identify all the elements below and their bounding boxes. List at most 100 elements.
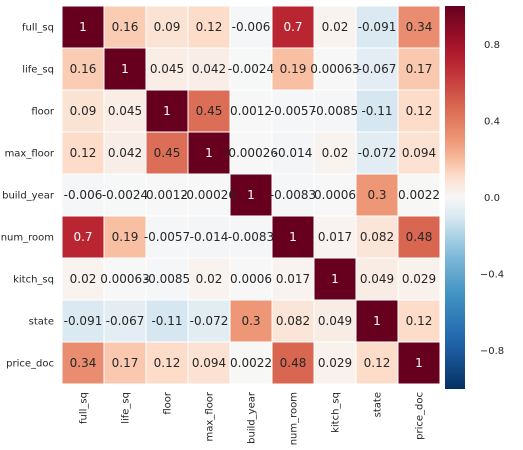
- cell-num_room-state: [355, 215, 399, 259]
- cell-price_doc-floor: [145, 341, 189, 385]
- cell-annotation: 0.09: [70, 104, 97, 118]
- cell-annotation: 0.0012: [230, 104, 272, 118]
- cell-annotation: 0.0022: [230, 356, 272, 370]
- cell-build_year-num_room: [271, 173, 315, 217]
- cell-annotation: 0.042: [108, 146, 142, 160]
- cell-annotation: 0.16: [112, 20, 139, 34]
- cell-annotation: 1: [373, 314, 381, 328]
- cell-state-build_year: [229, 299, 273, 343]
- cell-annotation: 0.00063: [100, 272, 150, 286]
- cell-annotation: -0.00026: [182, 188, 236, 202]
- cell-annotation: 1: [205, 146, 213, 160]
- cell-annotation: -0.067: [106, 314, 145, 328]
- cell-num_room-life_sq: [103, 215, 147, 259]
- x-axis-ticks: full_sq life_sq floor max_floor build_year nu…: [79, 391, 426, 445]
- cell-annotation: 0.082: [360, 230, 394, 244]
- cell-annotation: -0.0083: [228, 230, 274, 244]
- y-tick-label-floor: floor: [31, 107, 55, 118]
- cell-floor-price_doc: [397, 89, 441, 133]
- cell-life_sq-kitch_sq: [313, 47, 357, 91]
- cell-annotation: 0.02: [70, 272, 97, 286]
- x-tick-label-full_sq: full_sq: [79, 392, 90, 424]
- heatmap-cells: [61, 5, 441, 385]
- cell-annotation: 0.45: [154, 146, 181, 160]
- cell-kitch_sq-life_sq: [103, 257, 147, 301]
- cell-annotation: 0.029: [318, 356, 352, 370]
- y-tick-label-price_doc: price_doc: [6, 359, 54, 370]
- cell-annotation: 0.12: [406, 314, 433, 328]
- cell-annotation: 0.02: [322, 146, 349, 160]
- cell-num_room-build_year: [229, 215, 273, 259]
- x-tick-label-build_year: build_year: [247, 391, 258, 444]
- cell-build_year-max_floor: [187, 173, 231, 217]
- cell-num_room-max_floor: [187, 215, 231, 259]
- cell-state-price_doc: [397, 299, 441, 343]
- cell-annotation: 0.045: [150, 62, 184, 76]
- cell-annotation: 0.3: [241, 314, 260, 328]
- cell-annotation: 0.16: [70, 62, 97, 76]
- colorbar-gradient: [445, 6, 465, 389]
- cell-annotation: 0.02: [196, 272, 223, 286]
- cell-annotation: 0.17: [112, 356, 139, 370]
- cell-price_doc-life_sq: [103, 341, 147, 385]
- cell-annotation: 0.19: [112, 230, 139, 244]
- cell-annotation: 0.017: [318, 230, 352, 244]
- cell-annotation: -0.014: [274, 146, 313, 160]
- cell-annotation: 0.029: [402, 272, 436, 286]
- cell-annotation: -0.091: [358, 20, 397, 34]
- cell-annotation: 0.094: [192, 356, 226, 370]
- cell-annotation: -0.091: [64, 314, 103, 328]
- cell-life_sq-floor: [145, 47, 189, 91]
- cell-life_sq-price_doc: [397, 47, 441, 91]
- cell-annotation: -0.072: [190, 314, 229, 328]
- cell-annotation: 0.45: [196, 104, 223, 118]
- colorbar: 0.8 0.4 0.0 −0.4 −0.8: [445, 6, 504, 389]
- cell-annotation: 0.082: [276, 314, 310, 328]
- colorbar-tick-label: 0.8: [484, 40, 500, 51]
- cell-annotation: 0.19: [280, 62, 307, 76]
- cell-annotation: 0.0022: [398, 188, 440, 202]
- y-tick-label-state: state: [29, 317, 54, 328]
- cell-annotation: 0.0006: [230, 272, 272, 286]
- cell-annotation: -0.0057: [270, 104, 316, 118]
- cell-price_doc-kitch_sq: [313, 341, 357, 385]
- cell-annotation: 0.017: [276, 272, 310, 286]
- cell-num_room-full_sq: [61, 215, 105, 259]
- cell-build_year-full_sq: [61, 173, 105, 217]
- cell-annotation: 0.02: [322, 20, 349, 34]
- y-tick-label-max_floor: max_floor: [5, 149, 55, 160]
- x-tick-label-floor: floor: [163, 391, 174, 415]
- cell-floor-life_sq: [103, 89, 147, 133]
- cell-annotation: 1: [79, 20, 87, 34]
- cell-max_floor-max_floor: [187, 131, 231, 175]
- colorbar-tick-label: −0.4: [480, 270, 504, 281]
- cell-annotation: 0.48: [280, 356, 307, 370]
- y-tick-label-build_year: build_year: [2, 191, 55, 202]
- cell-annotation: 0.17: [406, 62, 433, 76]
- cell-annotation: -0.014: [190, 230, 229, 244]
- x-tick-label-num_room: num_room: [289, 392, 300, 445]
- cell-life_sq-full_sq: [61, 47, 105, 91]
- y-tick-label-num_room: num_room: [1, 233, 54, 244]
- x-tick-label-price_doc: price_doc: [415, 392, 426, 440]
- cell-floor-full_sq: [61, 89, 105, 133]
- cell-annotation: 0.0012: [146, 188, 188, 202]
- cell-kitch_sq-kitch_sq: [313, 257, 357, 301]
- cell-num_room-price_doc: [397, 215, 441, 259]
- cell-annotation: 0.042: [192, 62, 226, 76]
- cell-full_sq-life_sq: [103, 5, 147, 49]
- cell-annotation: -0.072: [358, 146, 397, 160]
- cell-state-floor: [145, 299, 189, 343]
- cell-build_year-kitch_sq: [313, 173, 357, 217]
- cell-floor-max_floor: [187, 89, 231, 133]
- cell-state-full_sq: [61, 299, 105, 343]
- cell-annotation: 0.12: [196, 20, 223, 34]
- colorbar-tick-label: 0.4: [484, 116, 500, 127]
- cell-state-kitch_sq: [313, 299, 357, 343]
- x-tick-label-state: state: [373, 392, 384, 417]
- cell-annotation: 0.094: [402, 146, 436, 160]
- cell-price_doc-num_room: [271, 341, 315, 385]
- y-tick-label-full_sq: full_sq: [22, 23, 54, 34]
- cell-annotation: 0.12: [406, 104, 433, 118]
